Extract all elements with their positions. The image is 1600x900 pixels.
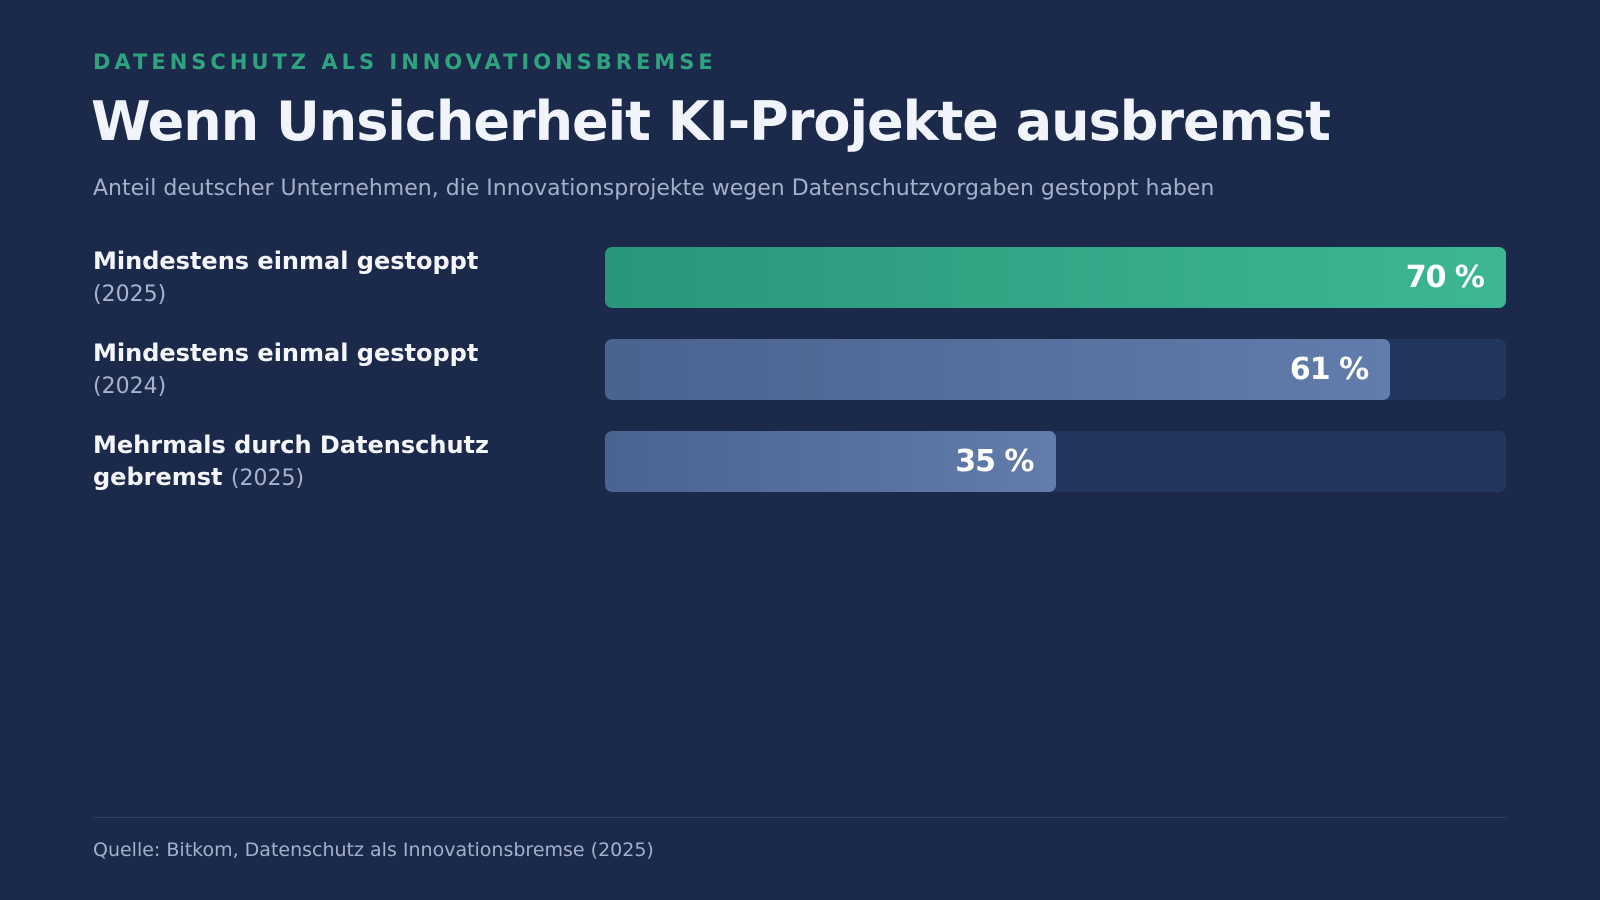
category-year: (2024) <box>93 373 167 399</box>
divider <box>93 817 1506 818</box>
value-label: 61 % <box>1289 352 1369 387</box>
subtitle: Anteil deutscher Unternehmen, die Innova… <box>93 176 1215 201</box>
eyebrow: DATENSCHUTZ ALS INNOVATIONSBREMSE <box>93 50 717 74</box>
value-label: 70 % <box>1405 260 1485 295</box>
category-name: Mindestens einmal gestoppt <box>93 246 479 275</box>
bar-track: 70 % <box>605 247 1506 308</box>
bar-track: 61 % <box>605 339 1506 400</box>
bar: 61 % <box>605 339 1391 400</box>
chart-title: Wenn Unsicherheit KI-Projekte ausbremst <box>91 90 1331 153</box>
category-year: (2025) <box>230 465 305 491</box>
bar-track: 35 % <box>605 431 1506 492</box>
category-name: Mehrmals durch Datenschutz gebremst <box>93 430 489 491</box>
category-label: Mindestens einmal gestoppt (2025) <box>93 245 513 311</box>
bar: 70 % <box>605 247 1506 308</box>
category-name: Mindestens einmal gestoppt <box>93 338 479 367</box>
category-label: Mindestens einmal gestoppt (2024) <box>93 337 513 403</box>
source: Quelle: Bitkom, Datenschutz als Innovati… <box>93 839 654 861</box>
value-label: 35 % <box>955 444 1034 479</box>
category-year: (2025) <box>93 281 167 307</box>
bar: 35 % <box>605 431 1056 492</box>
category-label: Mehrmals durch Datenschutz gebremst (202… <box>93 429 513 495</box>
